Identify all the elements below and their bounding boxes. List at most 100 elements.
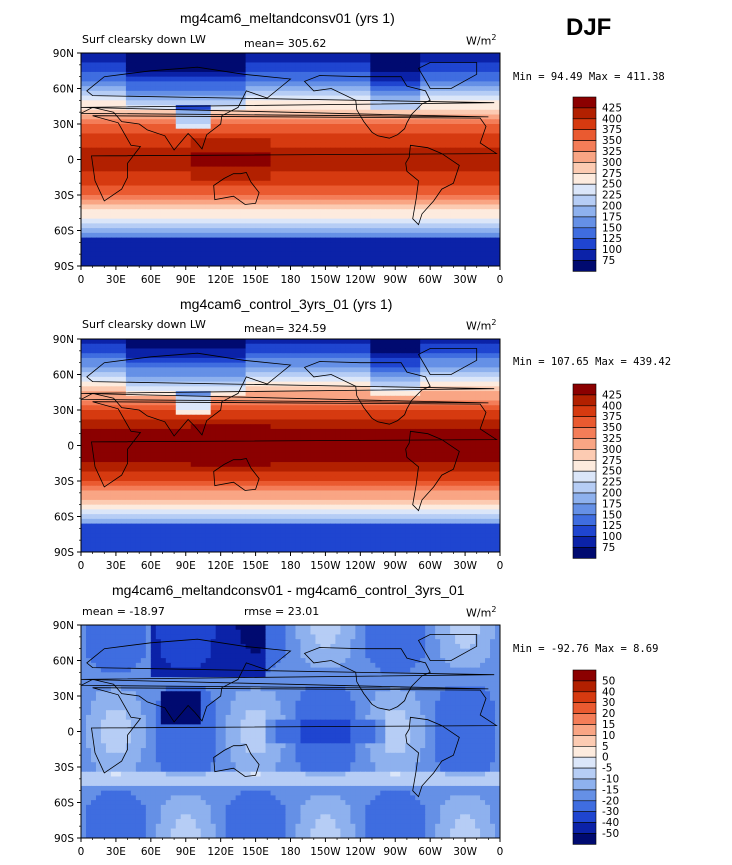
x-tick-label: 0 <box>497 560 504 572</box>
colorbar-label: 325 <box>602 433 622 445</box>
coastline-2-1 <box>81 352 495 437</box>
colorbar-cell <box>572 669 597 682</box>
colorbar-label: 100 <box>602 244 622 256</box>
colorbar-cell <box>572 481 597 494</box>
colorbar-cell <box>572 536 597 548</box>
colorbar-cell <box>572 416 597 428</box>
x-tick-label: 60E <box>141 846 161 858</box>
colorbar-label: -20 <box>602 795 619 807</box>
coastline-1-2 <box>213 172 260 205</box>
colorbar-cell <box>572 96 597 109</box>
colorbar-label: 400 <box>602 400 622 412</box>
colorbar-label: 30 <box>602 697 615 709</box>
colorbar-label: 125 <box>602 520 622 532</box>
colorbar-cell <box>572 394 597 407</box>
colorbar-label: 150 <box>602 509 622 521</box>
y-tick-label: 0 <box>67 155 74 167</box>
colorbar-label: 425 <box>602 102 622 114</box>
panel-2-title: mg4cam6_control_3yrs_01 (yrs 1) <box>180 296 393 312</box>
x-tick-label: 0 <box>497 274 504 286</box>
panel-1-title: mg4cam6_meltandconsv01 (yrs 1) <box>180 10 395 26</box>
y-tick-label: 60N <box>53 84 74 96</box>
colorbar-cell <box>572 405 597 417</box>
panel-3-title: mg4cam6_meltandconsv01 - mg4cam6_control… <box>112 582 465 598</box>
x-tick-label: 150W <box>310 560 341 572</box>
y-tick-label: 90S <box>54 547 74 559</box>
coastline-3-0 <box>91 687 498 774</box>
x-tick-label: 150E <box>242 560 269 572</box>
colorbar-cell <box>572 778 597 791</box>
y-tick-label: 90N <box>53 48 74 60</box>
x-tick-label: 180 <box>280 846 300 858</box>
x-tick-label: 90W <box>383 560 407 572</box>
colorbar-cell <box>572 249 597 261</box>
colorbar-label: 75 <box>602 542 615 554</box>
colorbar-cell <box>572 118 597 131</box>
coastline-1-3 <box>303 75 431 139</box>
colorbar-label: 150 <box>602 222 622 234</box>
x-tick-label: 60W <box>418 560 442 572</box>
x-tick-label: 90E <box>176 274 196 286</box>
colorbar-cell <box>572 547 597 559</box>
y-tick-label: 90S <box>54 261 74 273</box>
colorbar-cell <box>572 767 597 780</box>
colorbar-2: 4254003753503253002752502252001751501251… <box>572 383 622 559</box>
x-tick-label: 0 <box>497 846 504 858</box>
colorbar-cell <box>572 702 597 714</box>
x-tick-label: 120E <box>207 846 234 858</box>
colorbar-label: 5 <box>602 741 609 753</box>
colorbar-label: 50 <box>602 675 615 687</box>
coastline-3-1 <box>81 638 495 723</box>
x-tick-label: 0 <box>78 274 85 286</box>
x-tick-label: 120W <box>345 846 376 858</box>
y-tick-label: 90S <box>54 833 74 845</box>
panel-1-variable-label: Surf clearsky down LW <box>82 33 206 46</box>
colorbar-cell <box>572 140 597 152</box>
y-tick-label: 0 <box>67 441 74 453</box>
colorbar-label: 200 <box>602 201 622 213</box>
colorbar-label: -50 <box>602 828 619 840</box>
colorbar-label: 250 <box>602 466 622 478</box>
colorbar-cell <box>572 789 597 802</box>
map-panel-2: 90N 60N 30N 0 30S 60S 90S 0 30E 60E 90E 120E 150E 180… <box>53 334 504 572</box>
x-tick-label: 30W <box>453 274 477 286</box>
x-tick-label: 30E <box>106 846 126 858</box>
colorbar-cell <box>572 745 597 758</box>
colorbar-cell <box>572 129 597 141</box>
x-tick-label: 150E <box>242 274 269 286</box>
x-tick-label: 30W <box>453 560 477 572</box>
panel-3-minmax: Min = -92.76 Max = 8.69 <box>513 643 659 655</box>
colorbar-cell <box>572 162 597 174</box>
colorbar-cell <box>572 438 597 450</box>
colorbar-cell <box>572 492 597 505</box>
x-tick-label: 150E <box>242 846 269 858</box>
colorbar-label: 275 <box>602 168 622 180</box>
colorbar-cell <box>572 800 597 812</box>
x-tick-label: 150W <box>310 274 341 286</box>
map-field-3 <box>81 625 500 838</box>
y-tick-label: 30S <box>54 476 74 488</box>
colorbar-cell <box>572 713 597 725</box>
colorbar-label: 75 <box>602 255 615 267</box>
coastline-3-5 <box>417 634 478 661</box>
coastline-3-2 <box>213 744 260 777</box>
y-tick-label: 90N <box>53 620 74 632</box>
colorbar-label: -30 <box>602 806 619 818</box>
x-tick-label: 120W <box>345 274 376 286</box>
y-tick-label: 90N <box>53 334 74 346</box>
colorbar-label: 15 <box>602 719 615 731</box>
colorbar-label: -5 <box>602 763 612 775</box>
x-tick-label: 120E <box>207 274 234 286</box>
colorbar-cell <box>572 107 597 120</box>
coastline-2-0 <box>91 401 498 488</box>
colorbar-cell <box>572 205 597 218</box>
x-tick-label: 90W <box>383 846 407 858</box>
y-tick-label: 30S <box>54 190 74 202</box>
colorbar-cell <box>572 833 597 845</box>
panel-3-rmse-label: rmse = 23.01 <box>244 605 320 618</box>
colorbar-1: 4254003753503253002752502252001751501251… <box>572 96 622 272</box>
coastline-3-3 <box>303 647 431 711</box>
colorbar-cell <box>572 459 597 472</box>
x-tick-label: 150W <box>310 846 341 858</box>
